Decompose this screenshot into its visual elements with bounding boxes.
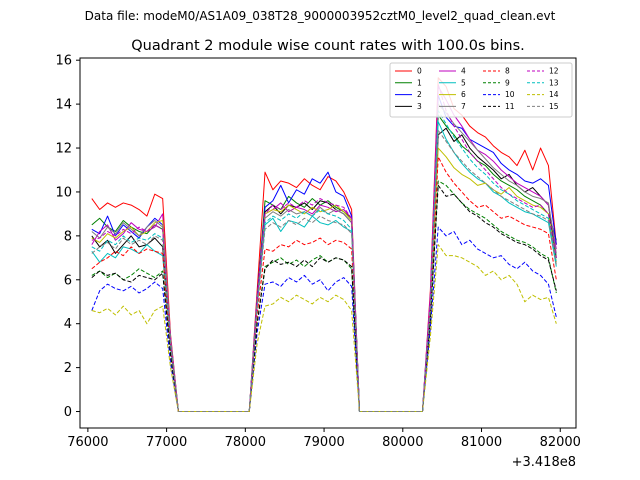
- legend-label-2: 2: [417, 90, 422, 99]
- legend-label-8: 8: [505, 67, 510, 76]
- chart-title: Quadrant 2 module wise count rates with …: [131, 38, 525, 54]
- legend-label-0: 0: [417, 67, 422, 76]
- y-tick-label: 8: [64, 229, 72, 244]
- legend-label-3: 3: [417, 102, 422, 111]
- y-tick-label: 6: [64, 273, 72, 288]
- series-line-8: [91, 156, 557, 413]
- legend-label-5: 5: [461, 78, 466, 87]
- legend-label-7: 7: [461, 102, 466, 111]
- x-tick-label: 76000: [67, 435, 108, 450]
- y-tick-label: 10: [55, 185, 72, 200]
- y-tick-label: 14: [55, 98, 72, 113]
- x-tick-label: 79000: [303, 435, 344, 450]
- legend-label-14: 14: [549, 90, 559, 99]
- series-line-11: [91, 184, 557, 413]
- legend-label-12: 12: [549, 67, 559, 76]
- legend-label-15: 15: [549, 102, 559, 111]
- x-tick-label: 78000: [225, 435, 266, 450]
- series-line-9: [91, 180, 557, 413]
- legend-label-10: 10: [505, 90, 515, 99]
- legend-label-9: 9: [505, 78, 510, 87]
- x-tick-label: 81000: [461, 435, 502, 450]
- legend-box: [389, 62, 573, 118]
- x-offset-label: +3.418e8: [512, 455, 576, 470]
- y-tick-label: 12: [55, 142, 72, 157]
- chart-suptitle: Data file: modeM0/AS1A09_038T28_90000039…: [85, 9, 556, 23]
- x-tick-label: 77000: [146, 435, 187, 450]
- series-line-10: [91, 226, 557, 413]
- y-tick-label: 16: [55, 54, 72, 69]
- series-layer: [91, 77, 557, 413]
- series-line-13: [91, 110, 557, 413]
- series-line-15: [91, 129, 557, 413]
- x-axis: 76000 77000 78000 79000 80000 81000 82000: [67, 428, 581, 450]
- y-axis: 0 2 4 6 8 10 12 14 16: [55, 54, 80, 420]
- y-tick-label: 4: [64, 317, 72, 332]
- legend-label-1: 1: [417, 78, 422, 87]
- plot-frame: [79, 57, 577, 429]
- y-tick-label: 2: [64, 361, 72, 376]
- x-tick-label: 80000: [382, 435, 423, 450]
- legend-label-4: 4: [461, 67, 466, 76]
- legend-label-11: 11: [505, 102, 515, 111]
- series-line-14: [91, 244, 557, 413]
- y-tick-label: 0: [64, 405, 72, 420]
- legend-label-6: 6: [461, 90, 466, 99]
- x-tick-label: 82000: [540, 435, 581, 450]
- legend-label-13: 13: [549, 78, 559, 87]
